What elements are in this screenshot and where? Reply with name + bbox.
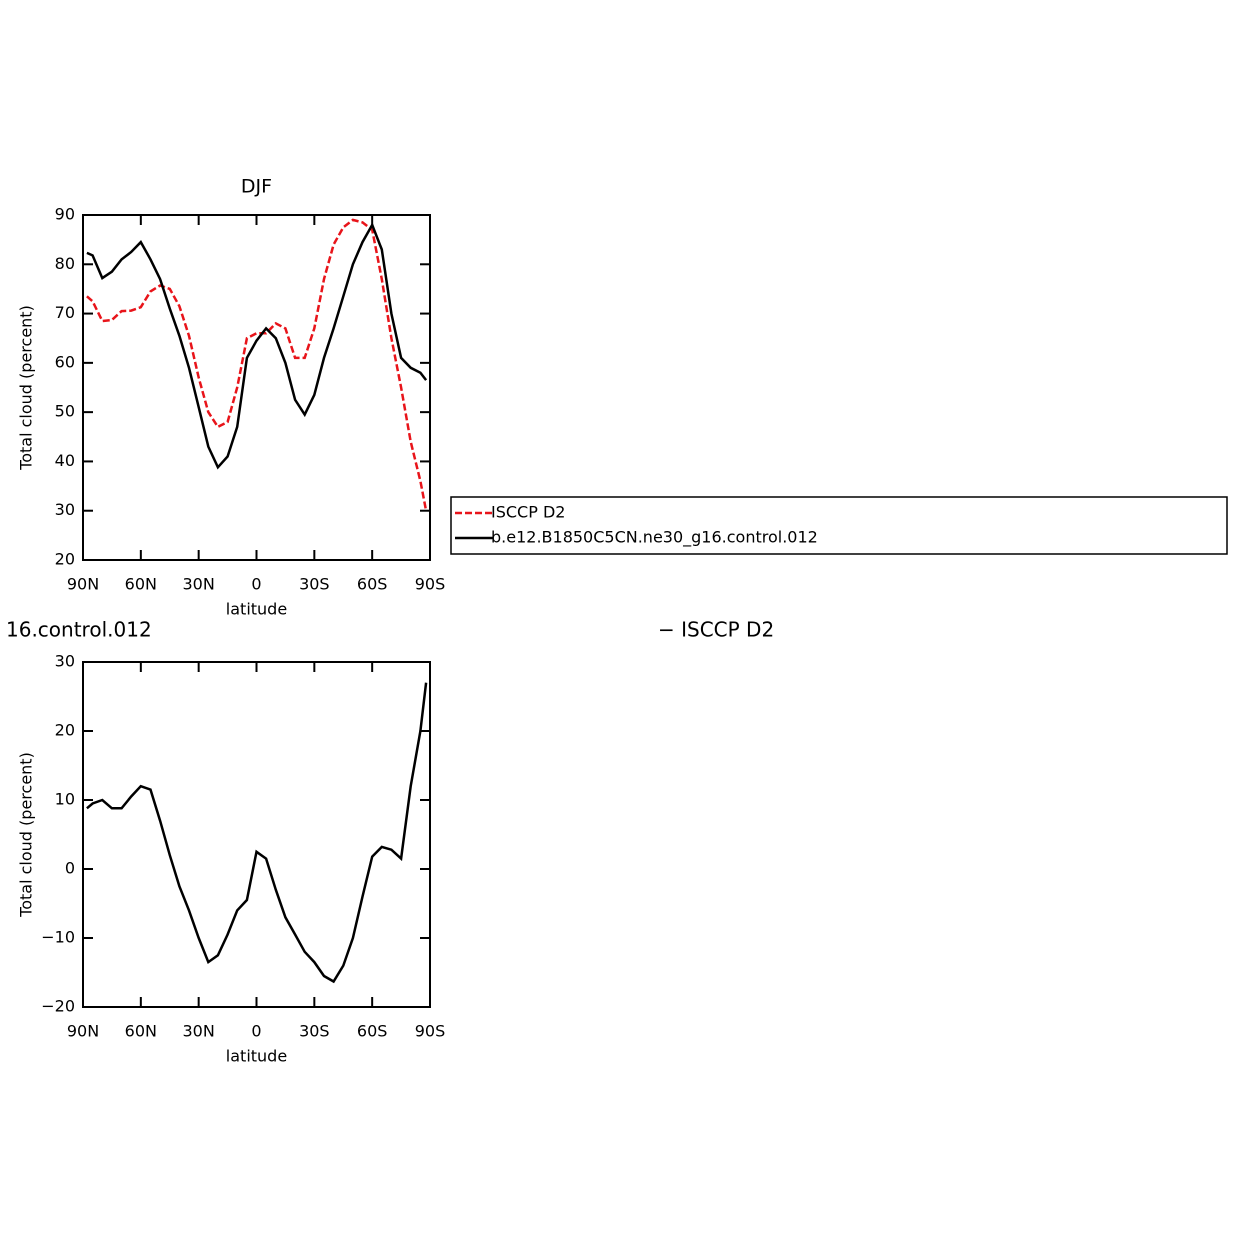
- plot-frame: [82, 214, 431, 561]
- y-tick-label: 50: [55, 402, 75, 421]
- x-tick-label: 60N: [125, 1022, 157, 1041]
- y-tick-label: 30: [55, 500, 75, 519]
- y-tick-label: 40: [55, 451, 75, 470]
- y-axis-label: Total cloud (percent): [17, 752, 36, 918]
- plot-frame: [82, 661, 431, 1008]
- y-tick-label: 30: [55, 652, 75, 671]
- x-tick-label: 60S: [357, 1022, 388, 1041]
- x-tick-label: 60N: [125, 575, 157, 594]
- y-tick-label: −20: [41, 997, 75, 1016]
- data-line: [86, 218, 428, 511]
- y-tick-label: 60: [55, 352, 75, 371]
- x-tick-label: 30S: [299, 575, 330, 594]
- y-tick-label: −10: [41, 928, 75, 947]
- x-tick-label: 30S: [299, 1022, 330, 1041]
- chart-title: DJF: [241, 176, 272, 198]
- x-tick-label: 90S: [415, 1022, 446, 1041]
- legend-label: b.e12.B1850C5CN.ne30_g16.control.012: [491, 528, 818, 548]
- x-tick-label: 90N: [67, 575, 99, 594]
- x-tick-label: 90N: [67, 1022, 99, 1041]
- y-tick-label: 20: [55, 550, 75, 569]
- x-tick-label: 30N: [183, 1022, 215, 1041]
- x-axis-label: latitude: [226, 600, 287, 619]
- chart-title: − ISCCP D2: [658, 618, 774, 642]
- y-axis-label: Total cloud (percent): [17, 305, 36, 471]
- y-tick-label: 70: [55, 303, 75, 322]
- data-line: [86, 221, 428, 470]
- data-line: [86, 682, 428, 984]
- y-tick-label: 10: [55, 790, 75, 809]
- y-tick-label: 20: [55, 721, 75, 740]
- chart-title: 16.control.012: [6, 618, 152, 642]
- x-tick-label: 0: [251, 575, 261, 594]
- legend-box: [450, 496, 1228, 555]
- y-tick-label: 80: [55, 254, 75, 273]
- x-tick-label: 0: [251, 1022, 261, 1041]
- x-tick-label: 60S: [357, 575, 388, 594]
- x-tick-label: 90S: [415, 575, 446, 594]
- y-tick-label: 0: [65, 859, 75, 878]
- legend-label: ISCCP D2: [491, 503, 565, 522]
- y-tick-label: 90: [55, 205, 75, 224]
- x-axis-label: latitude: [226, 1047, 287, 1066]
- x-tick-label: 30N: [183, 575, 215, 594]
